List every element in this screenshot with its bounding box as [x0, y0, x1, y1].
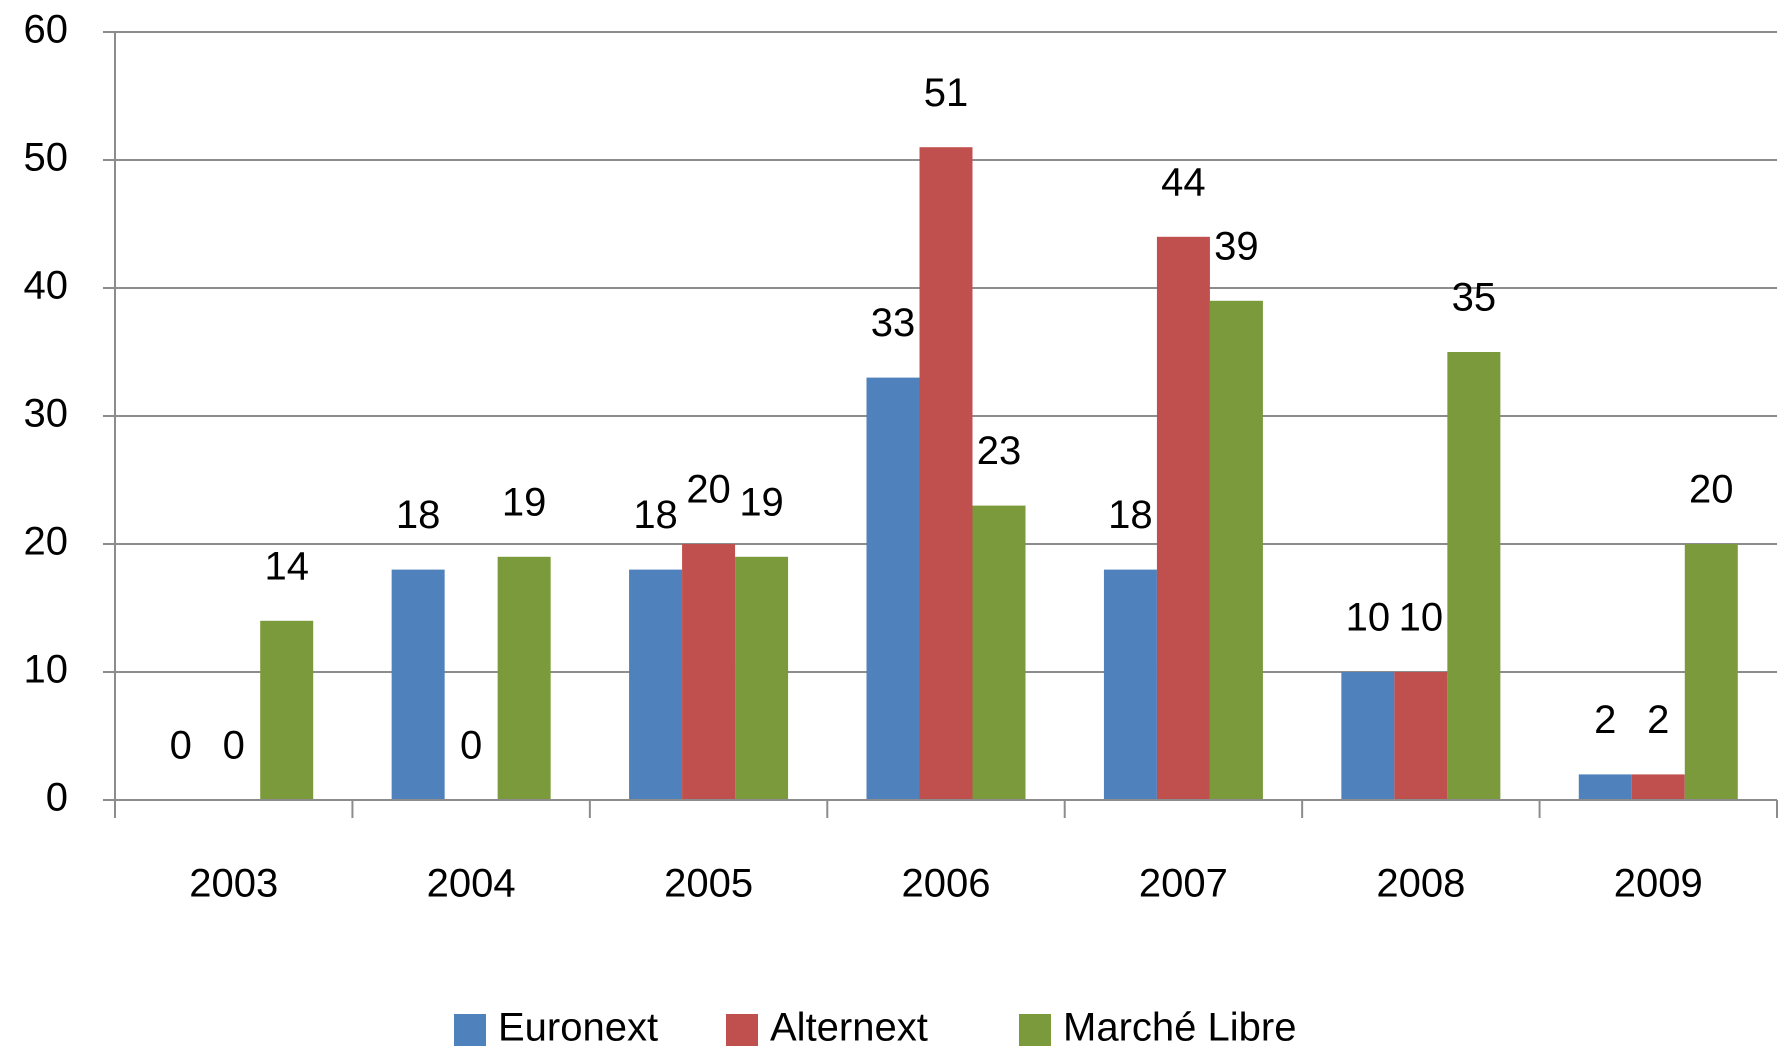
y-tick-label: 10 [24, 648, 69, 692]
data-label: 23 [977, 429, 1022, 473]
bar [497, 556, 551, 800]
bar [629, 569, 683, 800]
x-tick-label: 2008 [1376, 862, 1465, 906]
bar [919, 147, 973, 800]
x-tick-label: 2007 [1139, 862, 1228, 906]
y-tick-label: 20 [24, 520, 69, 564]
bar [682, 544, 736, 800]
x-tick-label: 2006 [902, 862, 991, 906]
data-label: 19 [739, 480, 784, 524]
data-label: 39 [1214, 224, 1259, 268]
data-label: 19 [502, 480, 547, 524]
x-tick-label: 2004 [427, 862, 516, 906]
bar [1578, 774, 1632, 800]
data-label: 2 [1594, 698, 1616, 742]
data-label: 0 [223, 724, 245, 768]
x-tick-label: 2005 [664, 862, 753, 906]
y-tick-label: 0 [46, 776, 68, 820]
bar [972, 505, 1026, 800]
data-label: 0 [460, 724, 482, 768]
y-tick-label: 40 [24, 264, 69, 308]
bar [1447, 352, 1501, 800]
bar [1394, 672, 1448, 800]
bar [260, 620, 314, 800]
data-label: 35 [1452, 276, 1497, 320]
data-label: 0 [170, 724, 192, 768]
legend-label: Euronext [498, 1006, 658, 1050]
bar [1209, 300, 1263, 800]
x-tick-label: 2009 [1614, 862, 1703, 906]
data-label: 18 [1108, 493, 1153, 537]
data-label: 18 [396, 493, 441, 537]
bar [1103, 569, 1157, 800]
legend-swatch [1019, 1014, 1051, 1046]
legend-label: Alternext [770, 1006, 928, 1050]
bar [735, 556, 789, 800]
bar [1341, 672, 1395, 800]
data-label: 10 [1346, 596, 1391, 640]
data-label: 10 [1399, 596, 1444, 640]
data-label: 20 [1689, 468, 1734, 512]
data-label: 51 [924, 71, 969, 115]
legend-swatch [454, 1014, 486, 1046]
y-tick-label: 50 [24, 136, 69, 180]
x-tick-label: 2003 [189, 862, 278, 906]
data-label: 14 [264, 544, 309, 588]
bar [866, 377, 920, 800]
data-label: 2 [1647, 698, 1669, 742]
data-label: 33 [871, 301, 916, 345]
bar [1156, 236, 1210, 801]
bar [1684, 544, 1738, 800]
legend-label: Marché Libre [1063, 1006, 1296, 1050]
y-tick-label: 60 [24, 8, 69, 52]
legend-swatch [726, 1014, 758, 1046]
data-label: 44 [1161, 160, 1206, 204]
bar [1631, 774, 1685, 800]
data-label: 20 [686, 468, 731, 512]
data-label: 18 [633, 493, 678, 537]
bar [391, 569, 445, 800]
y-tick-label: 30 [24, 392, 69, 436]
